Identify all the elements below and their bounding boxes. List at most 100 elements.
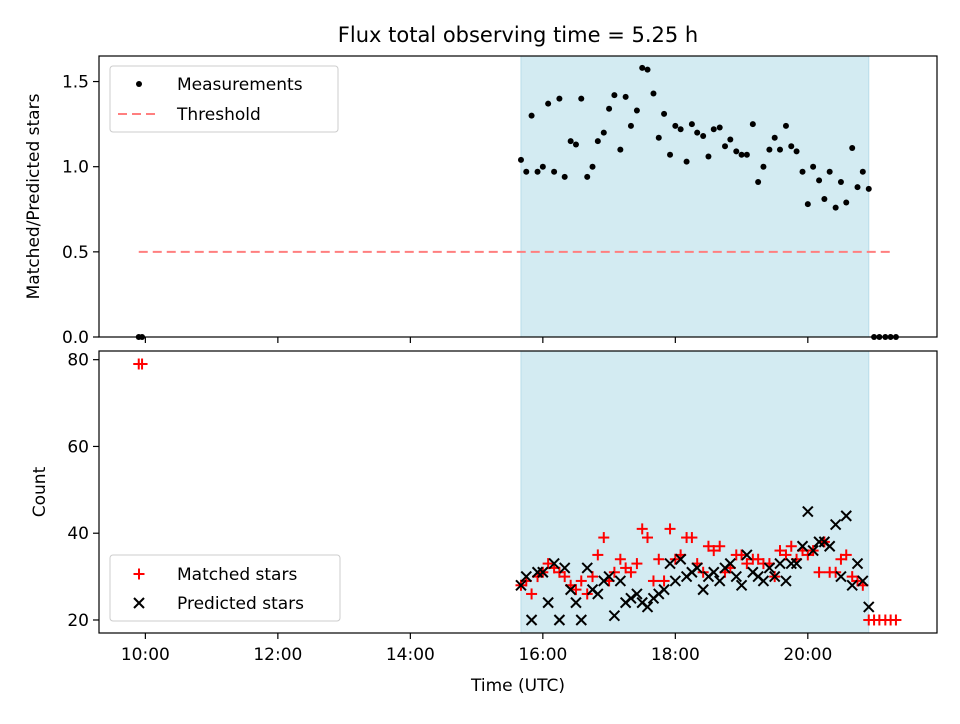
predicted-point-4-b [537, 566, 549, 578]
predicted-point-39 [730, 570, 742, 583]
measurement-point-7 [545, 100, 552, 107]
predicted-point-62 [857, 575, 869, 587]
matched-point-33 [686, 532, 698, 544]
matched-point-1 [136, 358, 148, 370]
predicted-point-6 [548, 557, 560, 570]
predicted-point-47 [774, 557, 786, 570]
legend-threshold-label: Threshold [176, 105, 261, 125]
predicted-point-12-b [581, 562, 593, 574]
matched-point-7 [542, 558, 554, 570]
predicted-point-8-b [558, 562, 571, 574]
measurement-point-51 [788, 143, 795, 150]
predicted-point-35-b [708, 566, 720, 578]
predicted-point-44-b [757, 575, 770, 587]
predicted-point-20-b [625, 592, 637, 604]
predicted-point-50-b [790, 557, 803, 570]
legend-predicted-marker-b [133, 597, 145, 609]
predicted-point-63-b [863, 601, 875, 613]
predicted-point-14-b [592, 588, 604, 600]
predicted-point-12 [581, 562, 593, 574]
predicted-point-29 [674, 553, 687, 565]
predicted-point-23 [641, 601, 654, 613]
predicted-point-21-b [631, 588, 643, 600]
predicted-point-18 [614, 575, 627, 587]
matched-point-13 [575, 575, 587, 587]
predicted-point-48 [780, 575, 792, 587]
bottom-legend-box [109, 554, 341, 622]
matched-point-22 [625, 566, 637, 578]
measurement-point-24 [639, 64, 646, 71]
matched-point-70 [890, 614, 902, 626]
matched-point-50 [780, 549, 792, 561]
measurement-point-14 [584, 173, 591, 180]
measurement-point-3 [523, 168, 530, 175]
predicted-point-35 [708, 566, 720, 578]
predicted-point-61 [851, 557, 864, 570]
measurement-point-19 [611, 92, 618, 99]
bottom-xtick-label-2: 14:00 [386, 645, 435, 665]
legend-predicted-marker [133, 597, 145, 609]
measurement-point-49 [776, 146, 783, 153]
panel-bottom: 20 40 60 80 10:00 12:00 14:00 16:00 18:00 20:00 Co… [30, 350, 938, 696]
measurement-point-53 [799, 168, 806, 175]
predicted-point-60 [846, 579, 858, 591]
predicted-point-5 [542, 596, 554, 609]
matched-point-27 [653, 553, 665, 565]
predicted-point-16 [603, 570, 615, 583]
predicted-point-51-b [796, 540, 809, 552]
measurement-point-10 [561, 173, 568, 180]
top-shaded-span [520, 55, 870, 338]
measurement-point-59 [832, 204, 839, 211]
measurement-point-57 [821, 196, 828, 203]
predicted-point-58 [835, 570, 847, 583]
predicted-point-26-b [658, 583, 670, 596]
predicted-point-39-b [730, 570, 742, 583]
measurement-point-39 [722, 143, 729, 150]
legend-measurements-marker [136, 81, 142, 87]
measurement-point-47 [766, 146, 773, 153]
matched-point-43 [741, 558, 753, 570]
top-legend-box [109, 65, 339, 133]
predicted-point-61-b [851, 557, 864, 570]
measurement-point-61 [843, 199, 850, 206]
predicted-point-38-b [724, 557, 737, 570]
predicted-point-57 [829, 518, 842, 531]
bottom-ytick-label-3: 80 [67, 351, 89, 371]
predicted-point-14 [592, 588, 604, 600]
predicted-point-10 [570, 596, 582, 609]
predicted-point-40 [735, 579, 748, 591]
measurement-point-45 [755, 179, 762, 186]
predicted-point-59 [840, 510, 852, 522]
bottom-xlabel: Time (UTC) [470, 676, 565, 696]
predicted-point-36 [714, 575, 726, 587]
top-legend: Measurements Threshold [109, 65, 339, 133]
matched-point-17 [598, 532, 610, 544]
measurement-point-23 [633, 107, 640, 114]
predicted-point-6-b [548, 557, 560, 570]
measurement-point-5 [534, 168, 541, 175]
top-ytick-label-2: 1.0 [62, 158, 89, 178]
measurement-point-60 [837, 179, 844, 186]
bottom-axes-frame [98, 350, 938, 634]
legend-matched-marker [133, 568, 145, 580]
predicted-point-46 [768, 570, 781, 583]
predicted-point-2 [525, 614, 538, 626]
measurement-point-26 [650, 90, 657, 97]
measurement-point-41 [733, 148, 740, 155]
measurement-point-48 [771, 134, 778, 141]
top-ylabel: Matched/Predicted stars [24, 93, 44, 299]
bottom-xtick-label-3: 16:00 [518, 645, 567, 665]
bottom-legend: Matched stars Predicted stars [109, 554, 341, 622]
predicted-point-53-b [807, 544, 819, 557]
measurement-point-31 [677, 126, 684, 133]
measurement-point-50 [782, 122, 789, 129]
measurement-point-37 [710, 126, 717, 133]
matched-point-38 [714, 540, 726, 552]
matched-point-56 [813, 566, 825, 578]
predicted-point-44 [757, 575, 770, 587]
matched-point-16 [592, 549, 604, 561]
predicted-point-46-b [768, 570, 781, 583]
measurement-point-18 [606, 105, 613, 112]
predicted-point-7 [553, 614, 566, 626]
predicted-point-56 [823, 540, 836, 552]
